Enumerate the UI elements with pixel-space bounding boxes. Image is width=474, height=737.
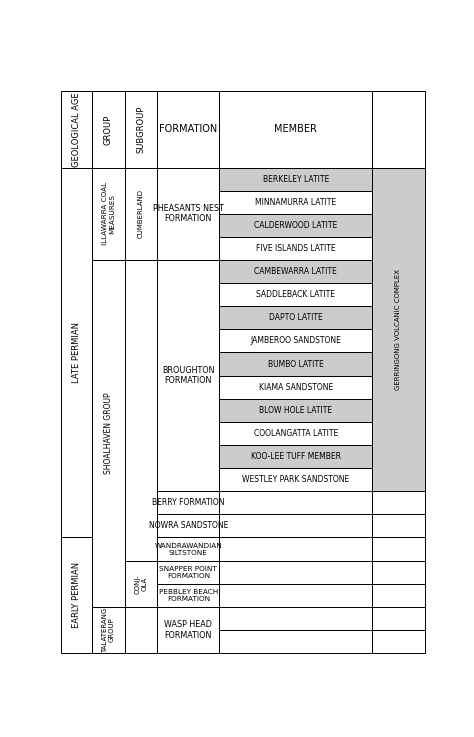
Text: GROUP: GROUP (104, 114, 113, 144)
Bar (157, 537, 219, 561)
Text: PHEASANTS NEST
FORMATION: PHEASANTS NEST FORMATION (153, 204, 224, 223)
Bar (219, 514, 372, 537)
Text: TALATERANG
GROUP: TALATERANG GROUP (102, 607, 115, 652)
Bar (372, 91, 425, 167)
Text: MEMBER: MEMBER (274, 125, 317, 134)
Bar (219, 399, 372, 422)
Bar (219, 492, 372, 514)
Bar (219, 214, 372, 237)
Text: NOWRA SANDSTONE: NOWRA SANDSTONE (149, 521, 228, 531)
Text: LATE PERMIAN: LATE PERMIAN (72, 322, 81, 383)
Text: CONJ-
OLA: CONJ- OLA (135, 574, 147, 593)
Text: DAPTO LATITE: DAPTO LATITE (269, 313, 322, 322)
Bar (219, 376, 372, 399)
Bar (157, 514, 219, 537)
Text: FORMATION: FORMATION (159, 125, 218, 134)
Bar (372, 630, 425, 653)
Bar (157, 584, 219, 607)
Bar (157, 167, 219, 260)
Bar (92, 607, 125, 653)
Bar (125, 260, 157, 561)
Bar (372, 537, 425, 561)
Text: CUMBERLAND: CUMBERLAND (138, 189, 144, 238)
Bar (92, 91, 125, 167)
Text: KIAMA SANDSTONE: KIAMA SANDSTONE (258, 383, 333, 391)
Text: SHOALHAVEN GROUP: SHOALHAVEN GROUP (104, 393, 113, 474)
Bar (219, 260, 372, 283)
Bar (219, 329, 372, 352)
Bar (157, 260, 219, 492)
Text: BERKELEY LATITE: BERKELEY LATITE (263, 175, 329, 184)
Bar (219, 607, 372, 630)
Bar (219, 191, 372, 214)
Bar (157, 561, 219, 584)
Bar (219, 561, 372, 584)
Text: EARLY PERMIAN: EARLY PERMIAN (72, 562, 81, 629)
Bar (372, 584, 425, 607)
Text: WESTLEY PARK SANDSTONE: WESTLEY PARK SANDSTONE (242, 475, 349, 484)
Bar (61, 537, 92, 653)
Bar (157, 91, 219, 167)
Bar (219, 167, 372, 191)
Bar (92, 167, 125, 260)
Bar (219, 307, 372, 329)
Text: SUBGROUP: SUBGROUP (137, 105, 146, 153)
Bar (219, 237, 372, 260)
Text: FIVE ISLANDS LATITE: FIVE ISLANDS LATITE (256, 244, 336, 253)
Bar (61, 167, 92, 537)
Text: CALDERWOOD LATITE: CALDERWOOD LATITE (254, 221, 337, 230)
Bar (372, 167, 425, 492)
Bar (219, 445, 372, 468)
Bar (372, 514, 425, 537)
Text: PEBBLEY BEACH
FORMATION: PEBBLEY BEACH FORMATION (159, 589, 218, 602)
Bar (372, 492, 425, 514)
Bar (219, 352, 372, 376)
Bar (372, 607, 425, 630)
Text: BROUGHTON
FORMATION: BROUGHTON FORMATION (162, 366, 215, 385)
Text: BERRY FORMATION: BERRY FORMATION (152, 498, 225, 507)
Text: GERRINGONG VOLCANIC COMPLEX: GERRINGONG VOLCANIC COMPLEX (395, 269, 401, 390)
Bar (219, 91, 372, 167)
Bar (372, 561, 425, 584)
Text: GEOLOGICAL AGE: GEOLOGICAL AGE (72, 92, 81, 167)
Bar (125, 607, 157, 653)
Bar (219, 468, 372, 492)
Text: CAMBEWARRA LATITE: CAMBEWARRA LATITE (254, 267, 337, 276)
Text: BLOW HOLE LATITE: BLOW HOLE LATITE (259, 406, 332, 415)
Bar (219, 630, 372, 653)
Text: JAMBEROO SANDSTONE: JAMBEROO SANDSTONE (250, 336, 341, 346)
Bar (219, 584, 372, 607)
Bar (61, 91, 92, 167)
Bar (219, 537, 372, 561)
Bar (125, 91, 157, 167)
Text: BUMBO LATITE: BUMBO LATITE (268, 360, 324, 368)
Text: MINNAMURRA LATITE: MINNAMURRA LATITE (255, 198, 336, 206)
Text: WANDRAWANDIAN
SILTSTONE: WANDRAWANDIAN SILTSTONE (155, 542, 222, 556)
Text: COOLANGATTA LATITE: COOLANGATTA LATITE (254, 429, 338, 438)
Bar (92, 260, 125, 607)
Bar (219, 422, 372, 445)
Bar (125, 561, 157, 607)
Text: WASP HEAD
FORMATION: WASP HEAD FORMATION (164, 621, 212, 640)
Bar (219, 283, 372, 307)
Text: KOO-LEE TUFF MEMBER: KOO-LEE TUFF MEMBER (251, 452, 341, 461)
Text: SADDLEBACK LATITE: SADDLEBACK LATITE (256, 290, 335, 299)
Bar (157, 492, 219, 514)
Text: ILLAWARRA COAL
MEASURES: ILLAWARRA COAL MEASURES (102, 182, 115, 245)
Bar (157, 607, 219, 653)
Text: SNAPPER POINT
FORMATION: SNAPPER POINT FORMATION (159, 566, 217, 579)
Bar (125, 167, 157, 260)
